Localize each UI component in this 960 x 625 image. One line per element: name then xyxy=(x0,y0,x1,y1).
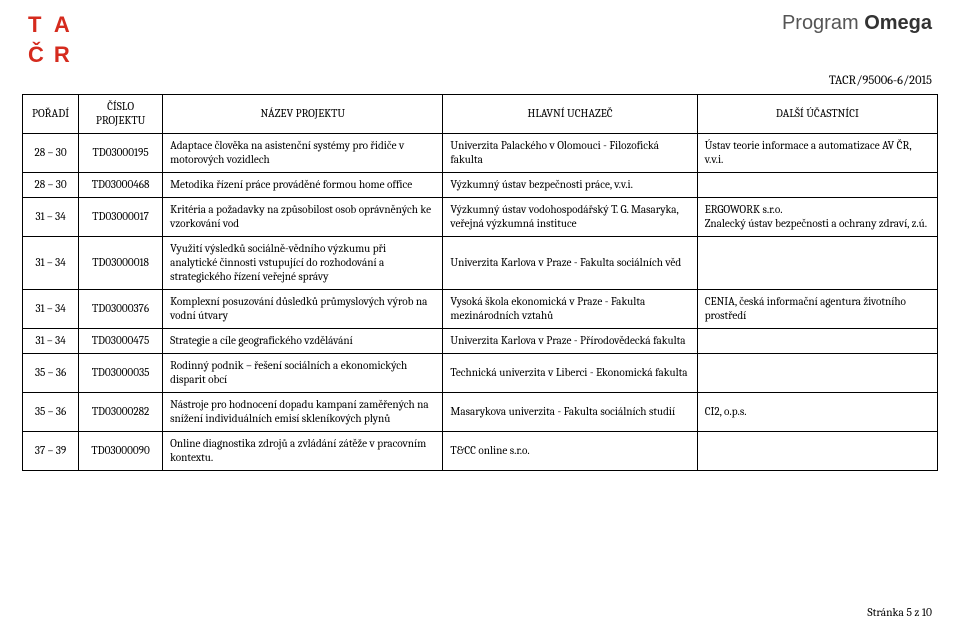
cell-others xyxy=(697,432,937,471)
cell-name: Online diagnostika zdrojů a zvládání zát… xyxy=(163,432,443,471)
cell-name: Metodika řízení práce prováděné formou h… xyxy=(163,173,443,198)
col-rank: POŘADÍ xyxy=(23,95,79,134)
cell-id: TD03000018 xyxy=(79,237,163,290)
col-other-participants: DALŠÍ ÚČASTNÍCI xyxy=(697,95,937,134)
cell-others: Ústav teorie informace a automatizace AV… xyxy=(697,134,937,173)
cell-others: ERGOWORK s.r.o.Znalecký ústav bezpečnost… xyxy=(697,198,937,237)
table-row: 28 – 30 TD03000468 Metodika řízení práce… xyxy=(23,173,938,198)
cell-applicant: T&CC online s.r.o. xyxy=(443,432,697,471)
cell-applicant: Univerzita Palackého v Olomouci - Filozo… xyxy=(443,134,697,173)
cell-others: CI2, o.p.s. xyxy=(697,393,937,432)
cell-id: TD03000017 xyxy=(79,198,163,237)
program-title: Program Omega xyxy=(782,12,932,35)
table-row: 28 – 30 TD03000195 Adaptace člověka na a… xyxy=(23,134,938,173)
cell-rank: 37 – 39 xyxy=(23,432,79,471)
cell-rank: 35 – 36 xyxy=(23,354,79,393)
cell-others xyxy=(697,173,937,198)
table-container: POŘADÍ ČÍSLO PROJEKTU NÁZEV PROJEKTU HLA… xyxy=(0,94,960,471)
cell-id: TD03000090 xyxy=(79,432,163,471)
table-header-row: POŘADÍ ČÍSLO PROJEKTU NÁZEV PROJEKTU HLA… xyxy=(23,95,938,134)
table-row: 31 – 34 TD03000475 Strategie a cíle geog… xyxy=(23,329,938,354)
col-main-applicant: HLAVNÍ UCHAZEČ xyxy=(443,95,697,134)
cell-id: TD03000035 xyxy=(79,354,163,393)
cell-name: Využití výsledků sociálně-vědního výzkum… xyxy=(163,237,443,290)
projects-table: POŘADÍ ČÍSLO PROJEKTU NÁZEV PROJEKTU HLA… xyxy=(22,94,938,471)
cell-id: TD03000195 xyxy=(79,134,163,173)
cell-name: Nástroje pro hodnocení dopadu kampaní za… xyxy=(163,393,443,432)
program-prefix: Program xyxy=(782,12,864,34)
table-row: 31 – 34 TD03000017 Kritéria a požadavky … xyxy=(23,198,938,237)
table-row: 35 – 36 TD03000035 Rodinný podnik – řeše… xyxy=(23,354,938,393)
cell-id: TD03000282 xyxy=(79,393,163,432)
cell-others: CENIA, česká informační agentura životní… xyxy=(697,290,937,329)
cell-applicant: Výzkumný ústav vodohospodářský T. G. Mas… xyxy=(443,198,697,237)
table-row: 31 – 34 TD03000018 Využití výsledků soci… xyxy=(23,237,938,290)
cell-name: Rodinný podnik – řešení sociálních a eko… xyxy=(163,354,443,393)
cell-applicant: Univerzita Karlova v Praze - Přírodověde… xyxy=(443,329,697,354)
logo-letter-c: Č xyxy=(28,42,44,68)
cell-rank: 31 – 34 xyxy=(23,290,79,329)
cell-name: Kritéria a požadavky na způsobilost osob… xyxy=(163,198,443,237)
logo-letter-a: A xyxy=(54,12,70,38)
table-body: 28 – 30 TD03000195 Adaptace člověka na a… xyxy=(23,134,938,471)
cell-rank: 31 – 34 xyxy=(23,237,79,290)
cell-name: Komplexní posuzování důsledků průmyslový… xyxy=(163,290,443,329)
cell-id: TD03000468 xyxy=(79,173,163,198)
cell-applicant: Univerzita Karlova v Praze - Fakulta soc… xyxy=(443,237,697,290)
cell-id: TD03000475 xyxy=(79,329,163,354)
cell-others xyxy=(697,354,937,393)
cell-applicant: Výzkumný ústav bezpečnosti práce, v.v.i. xyxy=(443,173,697,198)
col-project-id-line1: ČÍSLO xyxy=(107,100,134,113)
cell-others xyxy=(697,329,937,354)
page-footer: Stránka 5 z 10 xyxy=(867,606,932,619)
cell-rank: 31 – 34 xyxy=(23,198,79,237)
tacr-logo: T A Č R xyxy=(28,12,70,68)
cell-applicant: Masarykova univerzita - Fakulta sociální… xyxy=(443,393,697,432)
cell-rank: 31 – 34 xyxy=(23,329,79,354)
cell-name: Adaptace člověka na asistenční systémy p… xyxy=(163,134,443,173)
document-reference: TACR/95006-6/2015 xyxy=(0,72,960,94)
cell-rank: 28 – 30 xyxy=(23,173,79,198)
col-project-id: ČÍSLO PROJEKTU xyxy=(79,95,163,134)
cell-name: Strategie a cíle geografického vzděláván… xyxy=(163,329,443,354)
col-project-id-line2: PROJEKTU xyxy=(96,114,145,127)
col-project-name: NÁZEV PROJEKTU xyxy=(163,95,443,134)
table-row: 35 – 36 TD03000282 Nástroje pro hodnocen… xyxy=(23,393,938,432)
cell-applicant: Vysoká škola ekonomická v Praze - Fakult… xyxy=(443,290,697,329)
table-row: 37 – 39 TD03000090 Online diagnostika zd… xyxy=(23,432,938,471)
table-row: 31 – 34 TD03000376 Komplexní posuzování … xyxy=(23,290,938,329)
cell-applicant: Technická univerzita v Liberci - Ekonomi… xyxy=(443,354,697,393)
program-name: Omega xyxy=(864,12,932,34)
cell-id: TD03000376 xyxy=(79,290,163,329)
cell-rank: 28 – 30 xyxy=(23,134,79,173)
cell-rank: 35 – 36 xyxy=(23,393,79,432)
logo-letter-r: R xyxy=(54,42,70,68)
cell-others xyxy=(697,237,937,290)
page-header: T A Č R Program Omega xyxy=(0,0,960,72)
logo-letter-t: T xyxy=(28,12,44,38)
